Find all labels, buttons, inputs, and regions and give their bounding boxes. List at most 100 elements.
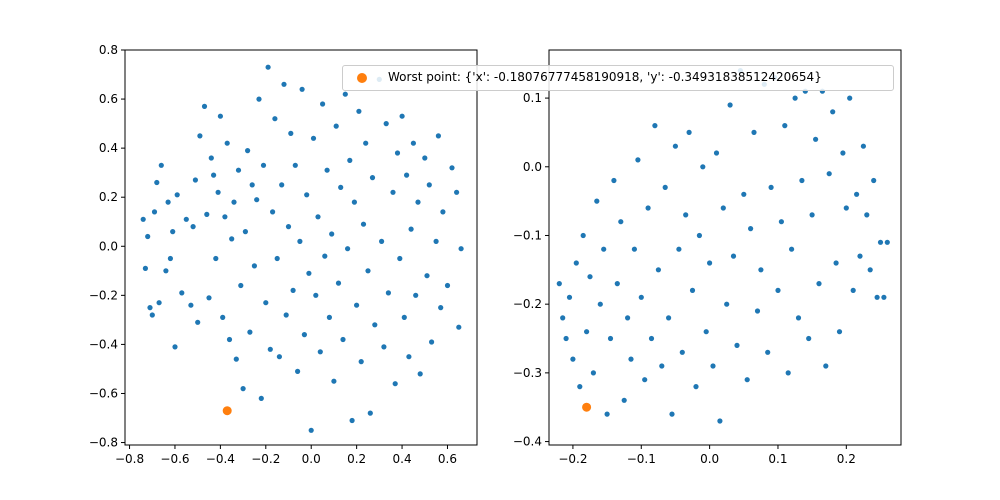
left-point-36 bbox=[233, 356, 239, 362]
left-point-44 bbox=[251, 263, 257, 269]
left-point-10 bbox=[165, 199, 171, 205]
left-point-112 bbox=[410, 140, 416, 146]
left-point-43 bbox=[249, 182, 255, 188]
left-point-19 bbox=[192, 177, 198, 183]
left-point-63 bbox=[295, 368, 301, 374]
left-point-33 bbox=[226, 336, 233, 343]
left-x-tick-label-1: −0.6 bbox=[160, 452, 189, 466]
right-point-64 bbox=[775, 287, 781, 293]
left-point-70 bbox=[310, 135, 317, 141]
left-point-45 bbox=[254, 197, 260, 203]
left-point-122 bbox=[438, 305, 444, 311]
left-point-105 bbox=[394, 150, 401, 156]
right-point-2 bbox=[563, 335, 569, 342]
right-point-94 bbox=[877, 239, 884, 245]
right-point-8 bbox=[584, 329, 590, 335]
legend: Worst point: {'x': -0.18076777458190918,… bbox=[342, 65, 894, 91]
right-point-75 bbox=[813, 136, 819, 142]
left-point-7 bbox=[156, 300, 162, 306]
left-point-91 bbox=[358, 359, 364, 365]
right-point-54 bbox=[741, 191, 747, 197]
left-point-107 bbox=[399, 113, 405, 119]
right-y-tick-label-0: −0.4 bbox=[513, 435, 542, 449]
left-point-26 bbox=[211, 172, 217, 178]
right-point-95 bbox=[881, 294, 887, 300]
left-point-41 bbox=[245, 148, 251, 154]
right-point-9 bbox=[587, 274, 593, 280]
left-point-113 bbox=[413, 292, 419, 298]
right-point-31 bbox=[662, 184, 668, 190]
left-point-114 bbox=[415, 199, 421, 205]
left-point-88 bbox=[351, 199, 357, 205]
right-point-88 bbox=[857, 253, 863, 259]
left-x-tick-label-0: −0.8 bbox=[115, 452, 144, 466]
left-point-108 bbox=[401, 314, 407, 320]
right-y-tick-label-3: −0.1 bbox=[513, 228, 542, 242]
left-point-79 bbox=[331, 378, 337, 384]
left-point-52 bbox=[270, 209, 276, 215]
left-point-111 bbox=[408, 226, 414, 232]
right-point-80 bbox=[830, 109, 836, 115]
left-point-126 bbox=[454, 189, 460, 195]
left-point-92 bbox=[360, 221, 367, 227]
right-point-15 bbox=[607, 335, 614, 342]
right-point-35 bbox=[676, 246, 682, 252]
right-point-91 bbox=[867, 267, 873, 273]
right-point-47 bbox=[717, 418, 723, 424]
right-point-40 bbox=[693, 384, 699, 390]
right-point-3 bbox=[566, 294, 573, 300]
left-point-77 bbox=[326, 314, 332, 320]
left-point-4 bbox=[149, 312, 155, 318]
left-point-103 bbox=[390, 189, 396, 195]
right-point-23 bbox=[635, 157, 641, 163]
left-point-67 bbox=[304, 192, 310, 198]
right-point-79 bbox=[826, 171, 832, 177]
left-point-97 bbox=[372, 322, 378, 328]
left-y-tick-label-5: 0.2 bbox=[99, 190, 118, 204]
left-x-tick-label-3: −0.2 bbox=[251, 452, 280, 466]
left-point-25 bbox=[208, 155, 214, 161]
right-axes-frame bbox=[548, 49, 902, 446]
left-point-119 bbox=[429, 339, 435, 345]
left-point-9 bbox=[163, 268, 169, 274]
left-point-61 bbox=[290, 287, 296, 293]
left-point-100 bbox=[381, 344, 387, 350]
left-point-120 bbox=[433, 238, 439, 244]
left-y-tick-label-8: 0.8 bbox=[99, 43, 118, 57]
left-point-64 bbox=[297, 238, 303, 244]
left-point-106 bbox=[397, 255, 403, 262]
right-point-76 bbox=[816, 281, 822, 287]
right-point-20 bbox=[625, 315, 631, 321]
right-point-45 bbox=[710, 363, 716, 369]
right-point-24 bbox=[638, 294, 644, 300]
left-point-23 bbox=[204, 211, 210, 217]
left-point-83 bbox=[340, 336, 346, 343]
right-point-56 bbox=[748, 226, 754, 232]
left-point-78 bbox=[329, 231, 335, 237]
left-point-28 bbox=[215, 189, 221, 195]
right-point-11 bbox=[594, 198, 600, 204]
left-point-69 bbox=[308, 427, 314, 433]
left-point-62 bbox=[292, 162, 298, 168]
left-point-46 bbox=[256, 96, 262, 102]
left-point-68 bbox=[306, 270, 312, 276]
left-point-27 bbox=[213, 255, 219, 262]
right-point-41 bbox=[696, 232, 703, 239]
right-point-26 bbox=[645, 205, 651, 211]
left-point-2 bbox=[145, 233, 151, 240]
right-point-32 bbox=[666, 315, 672, 321]
left-point-42 bbox=[247, 329, 253, 335]
left-point-81 bbox=[335, 280, 342, 286]
left-point-40 bbox=[242, 229, 248, 235]
left-point-80 bbox=[333, 123, 339, 129]
left-point-102 bbox=[385, 290, 391, 296]
right-worst-point bbox=[582, 402, 592, 412]
right-x-tick-label-0: −0.2 bbox=[558, 452, 587, 466]
right-point-66 bbox=[782, 123, 788, 129]
left-point-0 bbox=[140, 216, 146, 222]
right-point-14 bbox=[604, 411, 610, 417]
left-point-117 bbox=[424, 273, 430, 279]
left-point-118 bbox=[426, 182, 432, 188]
right-point-70 bbox=[795, 315, 802, 321]
left-worst-point bbox=[222, 406, 232, 416]
